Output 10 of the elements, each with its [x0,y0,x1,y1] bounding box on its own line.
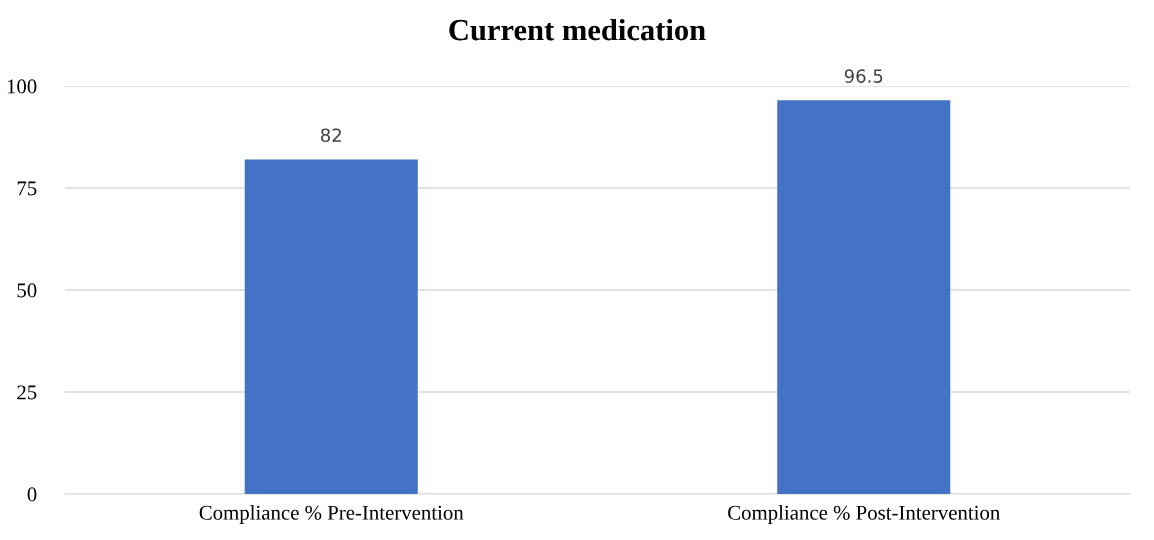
x-tick-label: Compliance % Post-Intervention [728,505,1000,524]
y-tick-label: 50 [17,283,37,298]
chart-title: Current medication [449,18,706,41]
x-tick-label: Compliance % Pre-Intervention [199,505,464,524]
data-label: 82 [320,128,341,143]
data-label: 96.5 [844,69,883,83]
y-tick-label: 100 [7,79,37,94]
y-tick-label: 75 [17,181,37,196]
y-tick-label: 0 [27,487,37,502]
y-tick-label: 25 [17,385,37,400]
